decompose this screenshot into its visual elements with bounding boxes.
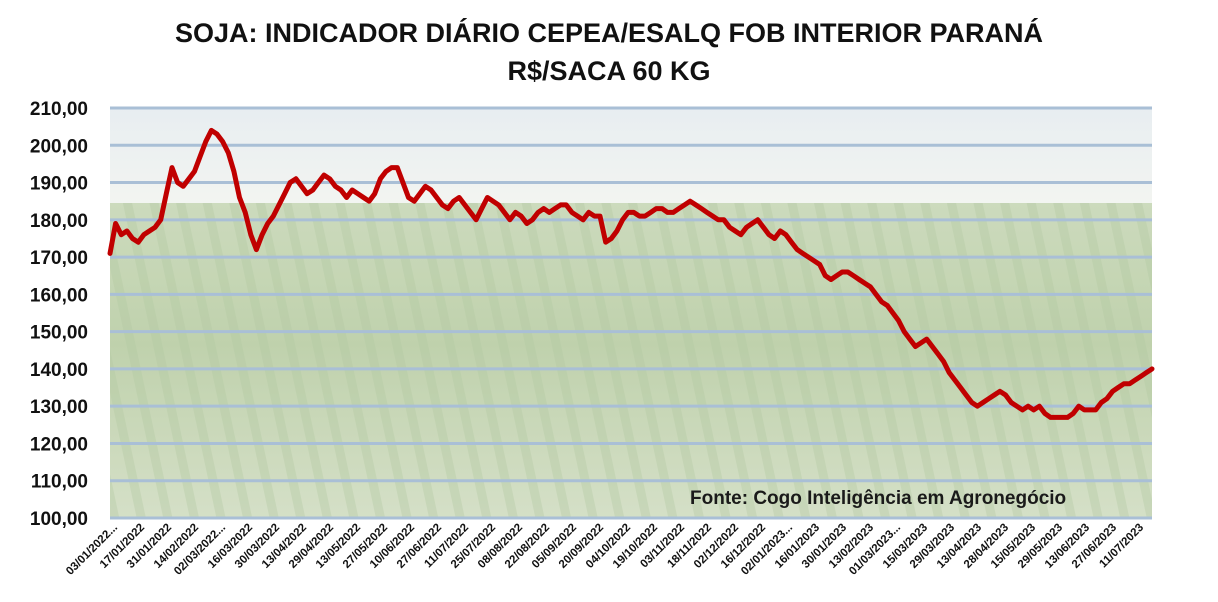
source-note: Fonte: Cogo Inteligência em Agronegócio [690,488,1067,509]
y-tick-label: 200,00 [30,136,88,157]
y-tick-label: 100,00 [30,509,88,530]
y-tick-label: 170,00 [30,248,88,269]
chart-subtitle: R$/SACA 60 KG [507,56,711,86]
y-axis: 100,00 110,00 120,00 130,00 140,00 150,00 160,… [30,99,88,530]
crop-rows [110,203,1152,518]
y-tick-label: 160,00 [30,285,88,306]
gridlines [110,106,1152,520]
sky-area [110,108,1152,203]
y-tick-label: 140,00 [30,360,88,381]
background-wash [110,108,1152,518]
y-tick-label: 130,00 [30,397,88,418]
chart-title: SOJA: INDICADOR DIÁRIO CEPEA/ESALQ FOB I… [174,18,1044,48]
price-line [107,127,1155,420]
chart-title-block: SOJA: INDICADOR DIÁRIO CEPEA/ESALQ FOB I… [0,14,1218,90]
x-axis: 03/01/2022...17/01/202231/01/202214/02/2… [64,522,1146,578]
y-tick-label: 210,00 [30,99,88,120]
y-tick-label: 150,00 [30,323,88,344]
y-tick-label: 120,00 [30,434,88,455]
y-tick-label: 190,00 [30,174,88,195]
field-background [110,108,1152,518]
y-tick-label: 180,00 [30,211,88,232]
y-tick-label: 110,00 [31,472,88,493]
